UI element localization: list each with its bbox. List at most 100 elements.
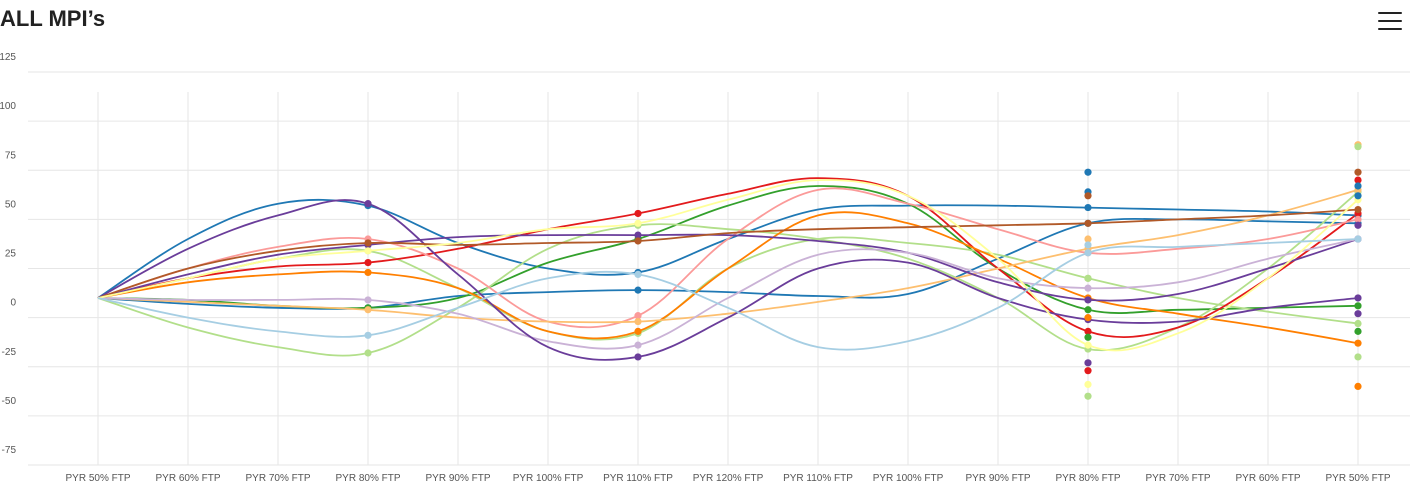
chart-points — [364, 141, 1362, 400]
data-point — [1354, 382, 1362, 390]
series-line — [97, 189, 1359, 324]
data-point — [634, 317, 642, 326]
x-tick-label: PYR 80% FTP — [335, 473, 400, 484]
data-point — [1354, 310, 1362, 318]
x-tick-label: PYR 110% FTP — [783, 473, 853, 484]
x-tick-label: PYR 50% FTP — [1325, 473, 1390, 484]
x-tick-label: PYR 110% FTP — [603, 473, 673, 484]
series-line — [97, 177, 1359, 339]
series-line — [97, 191, 1359, 357]
data-point — [1354, 176, 1362, 184]
y-tick-label: -50 — [2, 396, 17, 407]
y-tick-label: 125 — [0, 52, 16, 63]
data-point — [1354, 221, 1362, 229]
data-point — [1084, 284, 1092, 292]
data-point — [1354, 205, 1362, 214]
data-point — [1084, 341, 1092, 349]
data-point — [1354, 302, 1362, 310]
series-line — [97, 199, 1359, 361]
x-tick-label: PYR 70% FTP — [245, 473, 310, 484]
data-point — [1084, 380, 1092, 389]
data-point — [1084, 296, 1092, 304]
data-point — [1354, 353, 1362, 361]
series-line — [97, 238, 1359, 351]
y-tick-label: -25 — [2, 347, 17, 358]
x-tick-label: PYR 100% FTP — [513, 473, 584, 484]
y-tick-label: 0 — [10, 298, 16, 309]
hamburger-menu-icon[interactable] — [1376, 10, 1404, 32]
data-point — [1084, 192, 1092, 200]
page-title: ALL MPI’s — [0, 6, 106, 31]
data-point — [1084, 367, 1092, 375]
data-point — [1084, 359, 1092, 367]
data-point — [634, 286, 642, 294]
data-point — [634, 270, 642, 278]
x-tick-label: PYR 80% FTP — [1055, 473, 1120, 484]
x-tick-label: PYR 100% FTP — [873, 473, 944, 484]
data-point — [1354, 235, 1362, 243]
x-axis-ticks: PYR 50% FTP PYR 60% FTP PYR 70% FTP PYR 80%… — [65, 473, 1390, 484]
data-point — [634, 209, 642, 218]
data-point — [364, 259, 372, 267]
data-point — [634, 312, 642, 320]
data-point — [364, 247, 372, 255]
data-point — [364, 268, 372, 277]
data-point — [364, 331, 372, 339]
data-point — [1084, 168, 1092, 176]
data-point — [1354, 215, 1362, 223]
x-tick-label: PYR 60% FTP — [1235, 473, 1300, 484]
menu-bar-bottom — [1378, 28, 1402, 30]
series-line — [97, 217, 1359, 310]
chart-series — [97, 177, 1359, 361]
data-point — [364, 306, 372, 314]
data-point — [1084, 203, 1092, 212]
data-point — [1084, 241, 1092, 249]
x-tick-label: PYR 90% FTP — [965, 473, 1030, 484]
x-tick-label: PYR 60% FTP — [155, 473, 220, 484]
data-point — [1354, 182, 1362, 190]
data-point — [1084, 306, 1092, 314]
data-point — [634, 341, 642, 349]
data-point — [364, 200, 372, 208]
data-point — [634, 231, 642, 239]
data-point — [1084, 392, 1092, 400]
y-tick-label: -75 — [2, 445, 17, 456]
x-tick-label: PYR 120% FTP — [693, 473, 764, 484]
data-point — [634, 237, 642, 245]
y-tick-label: 25 — [5, 249, 17, 260]
y-axis-ticks: -75 -50 -25 0 25 50 75 100 125 — [0, 52, 16, 456]
series-line — [97, 179, 1359, 352]
data-point — [364, 296, 372, 304]
menu-bar-top — [1378, 12, 1402, 14]
series-line — [97, 187, 1359, 329]
data-point — [634, 219, 642, 227]
data-point — [1084, 274, 1092, 282]
series-line — [97, 208, 1359, 299]
data-point — [1084, 235, 1092, 243]
data-point — [634, 327, 642, 335]
series-line — [97, 233, 1359, 302]
data-point — [1354, 168, 1362, 176]
chart-grid — [28, 71, 1410, 466]
data-point — [364, 239, 372, 247]
data-point — [1354, 143, 1362, 151]
y-tick-label: 50 — [5, 199, 17, 210]
data-point — [1354, 327, 1362, 335]
menu-bar-middle — [1378, 20, 1402, 22]
data-point — [1084, 333, 1092, 341]
data-point — [1354, 192, 1362, 200]
y-tick-label: 75 — [5, 150, 17, 161]
data-point — [364, 349, 372, 357]
x-tick-label: PYR 70% FTP — [1145, 473, 1210, 484]
x-tick-label: PYR 50% FTP — [65, 473, 130, 484]
series-line — [97, 211, 1359, 345]
data-point — [634, 353, 642, 361]
data-point — [1084, 327, 1092, 335]
data-point — [1354, 319, 1362, 328]
data-point — [1354, 294, 1362, 302]
data-point — [1084, 249, 1092, 257]
data-point — [1354, 339, 1362, 347]
data-point — [1084, 219, 1092, 227]
y-tick-label: 100 — [0, 101, 16, 112]
